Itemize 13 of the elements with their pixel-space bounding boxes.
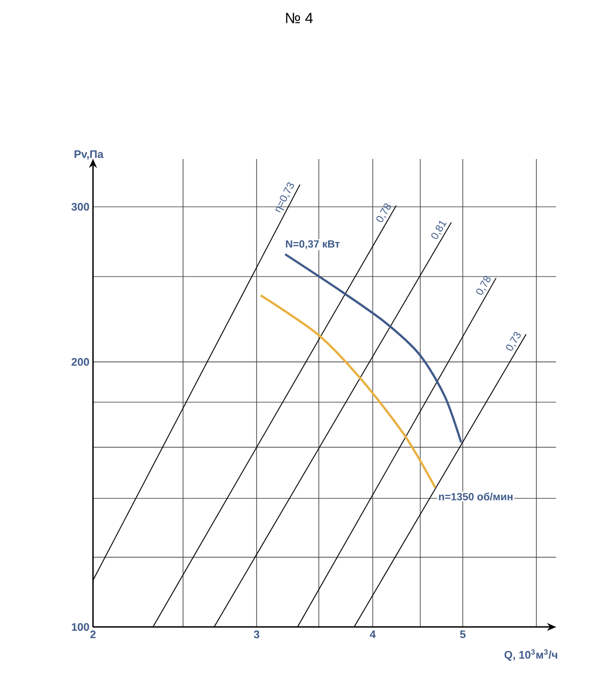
x-axis-title: Q, 10$^{3}$м$^{3}$/ч <box>504 649 558 661</box>
y-tick-label: 100 <box>72 623 90 631</box>
x-tick-label: 4 <box>370 630 376 638</box>
y-tick-label: 300 <box>71 202 90 211</box>
x-tick-label: 5 <box>460 630 466 638</box>
chart-title: № 4 <box>286 12 313 24</box>
y-axis-title: Pv,Па <box>74 150 104 160</box>
x-tick-label: 2 <box>90 630 96 638</box>
series-label: N=0,37 кВт <box>286 240 340 250</box>
text: 0,78 <box>476 276 491 295</box>
series-label: n=1350 об/мин <box>438 492 512 500</box>
y-tick-label: 200 <box>72 358 90 366</box>
x-tick-label: 3 <box>254 630 260 638</box>
